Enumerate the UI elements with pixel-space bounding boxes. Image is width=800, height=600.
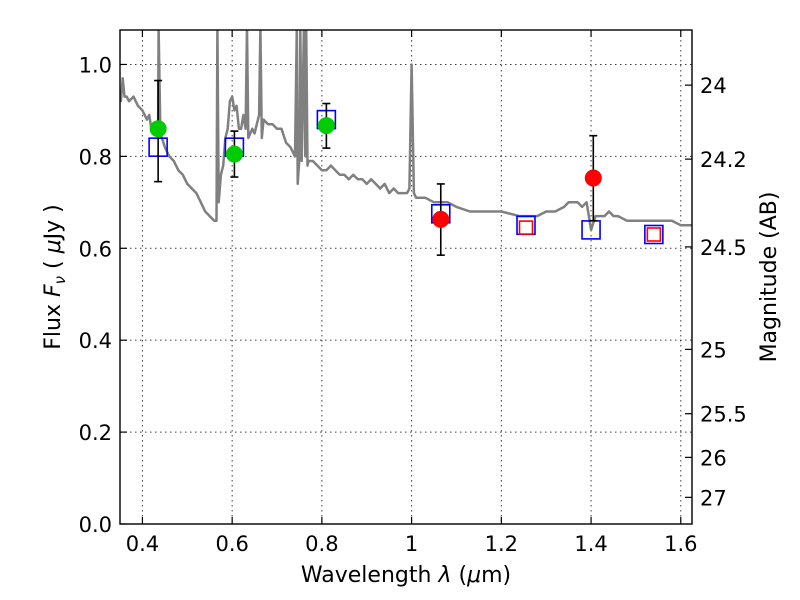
x-tick-label: 0.4 bbox=[126, 532, 159, 556]
y-tick-label: 1.0 bbox=[79, 53, 112, 77]
grid-layer bbox=[120, 30, 692, 525]
x-tick-label: 1.6 bbox=[664, 532, 697, 556]
x-tick-label: 1.2 bbox=[485, 532, 518, 556]
plot-frame bbox=[119, 29, 693, 525]
y-axis-label: Flux Fν ( μJy ) bbox=[41, 204, 69, 349]
x-tick-label: 0.6 bbox=[215, 532, 248, 556]
axis-layer: 0.4 0.6 0.8 1 1.2 1.4 1.6 0.0 0.2 0.4 0.6 0.8 1.0 24 2… bbox=[79, 30, 747, 556]
data-point bbox=[225, 145, 243, 163]
y2-tick-label: 24.5 bbox=[700, 236, 747, 260]
y-tick-label: 0.4 bbox=[79, 329, 112, 353]
y-tick-label: 0.0 bbox=[79, 513, 112, 537]
data-point bbox=[584, 169, 602, 187]
y-tick-label: 0.8 bbox=[79, 145, 112, 169]
y2-tick-label: 26 bbox=[700, 446, 727, 470]
y2-tick-label: 27 bbox=[700, 486, 727, 510]
upper-limit-square bbox=[518, 220, 534, 235]
model-spectrum-line bbox=[120, 30, 692, 232]
model-photometry-square bbox=[644, 224, 664, 245]
x-tick-label: 1.4 bbox=[574, 532, 607, 556]
y2-tick-label: 25.5 bbox=[700, 403, 747, 427]
y2-tick-label: 25 bbox=[700, 338, 727, 362]
y2-tick-label: 24 bbox=[700, 74, 727, 98]
plot-area bbox=[120, 30, 692, 232]
marker-layer bbox=[148, 79, 664, 256]
x-tick-label: 0.8 bbox=[305, 532, 338, 556]
y-tick-label: 0.6 bbox=[79, 237, 112, 261]
upper-limit-square bbox=[646, 227, 662, 242]
x-axis-label: Wavelength λ (μm) bbox=[301, 563, 511, 588]
y-tick-label: 0.2 bbox=[79, 421, 112, 445]
data-point bbox=[432, 210, 450, 228]
x-tick-label: 1 bbox=[405, 532, 418, 556]
data-point bbox=[149, 120, 167, 138]
data-point bbox=[317, 117, 335, 135]
y2-tick-label: 24.2 bbox=[700, 148, 747, 172]
y2-axis-label: Magnitude (AB) bbox=[757, 192, 782, 363]
